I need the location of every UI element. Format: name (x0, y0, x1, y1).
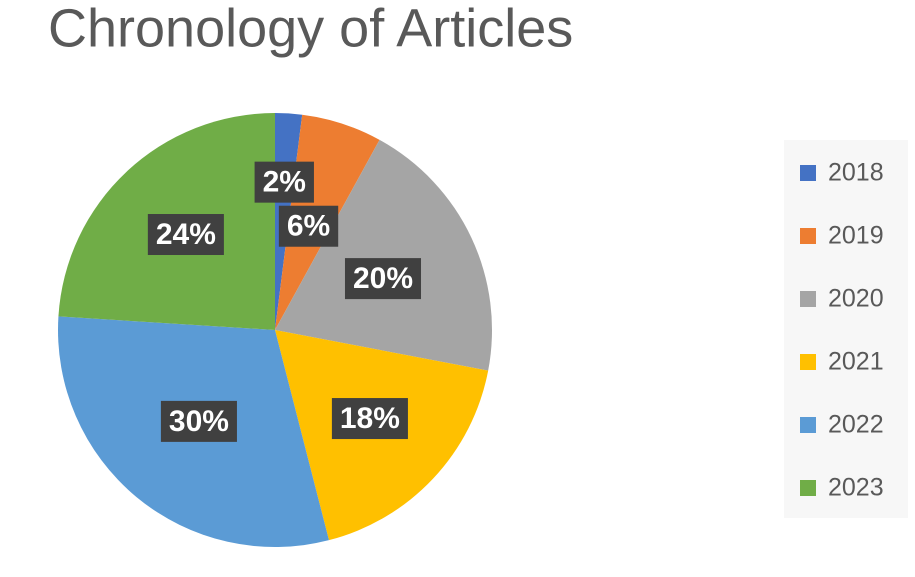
data-label-box (278, 205, 339, 247)
legend-label: 2021 (828, 348, 884, 376)
data-label: 6% (287, 210, 330, 243)
legend-swatch (800, 165, 816, 181)
legend-swatch (800, 228, 816, 244)
legend-label: 2018 (828, 159, 884, 187)
data-label: 20% (353, 262, 413, 295)
legend-label: 2022 (828, 411, 884, 439)
data-label-box (254, 161, 314, 203)
legend-swatch (800, 417, 816, 433)
data-label: 24% (156, 218, 216, 251)
chart-title: Chronology of Articles (48, 0, 573, 58)
legend-label: 2020 (828, 285, 884, 313)
legend-label: 2023 (828, 474, 884, 502)
legend-box (784, 140, 908, 518)
legend-swatch (800, 480, 816, 496)
pie-slice (275, 139, 492, 371)
data-label-box (147, 214, 224, 256)
data-label: 2% (263, 166, 306, 199)
legend-swatch (800, 291, 816, 307)
data-label-box (160, 400, 237, 442)
data-label-box (344, 258, 422, 300)
data-label: 18% (340, 402, 400, 435)
data-label: 30% (169, 405, 229, 438)
data-label-box (331, 398, 408, 440)
legend-label: 2019 (828, 222, 884, 250)
legend-swatch (800, 354, 816, 370)
